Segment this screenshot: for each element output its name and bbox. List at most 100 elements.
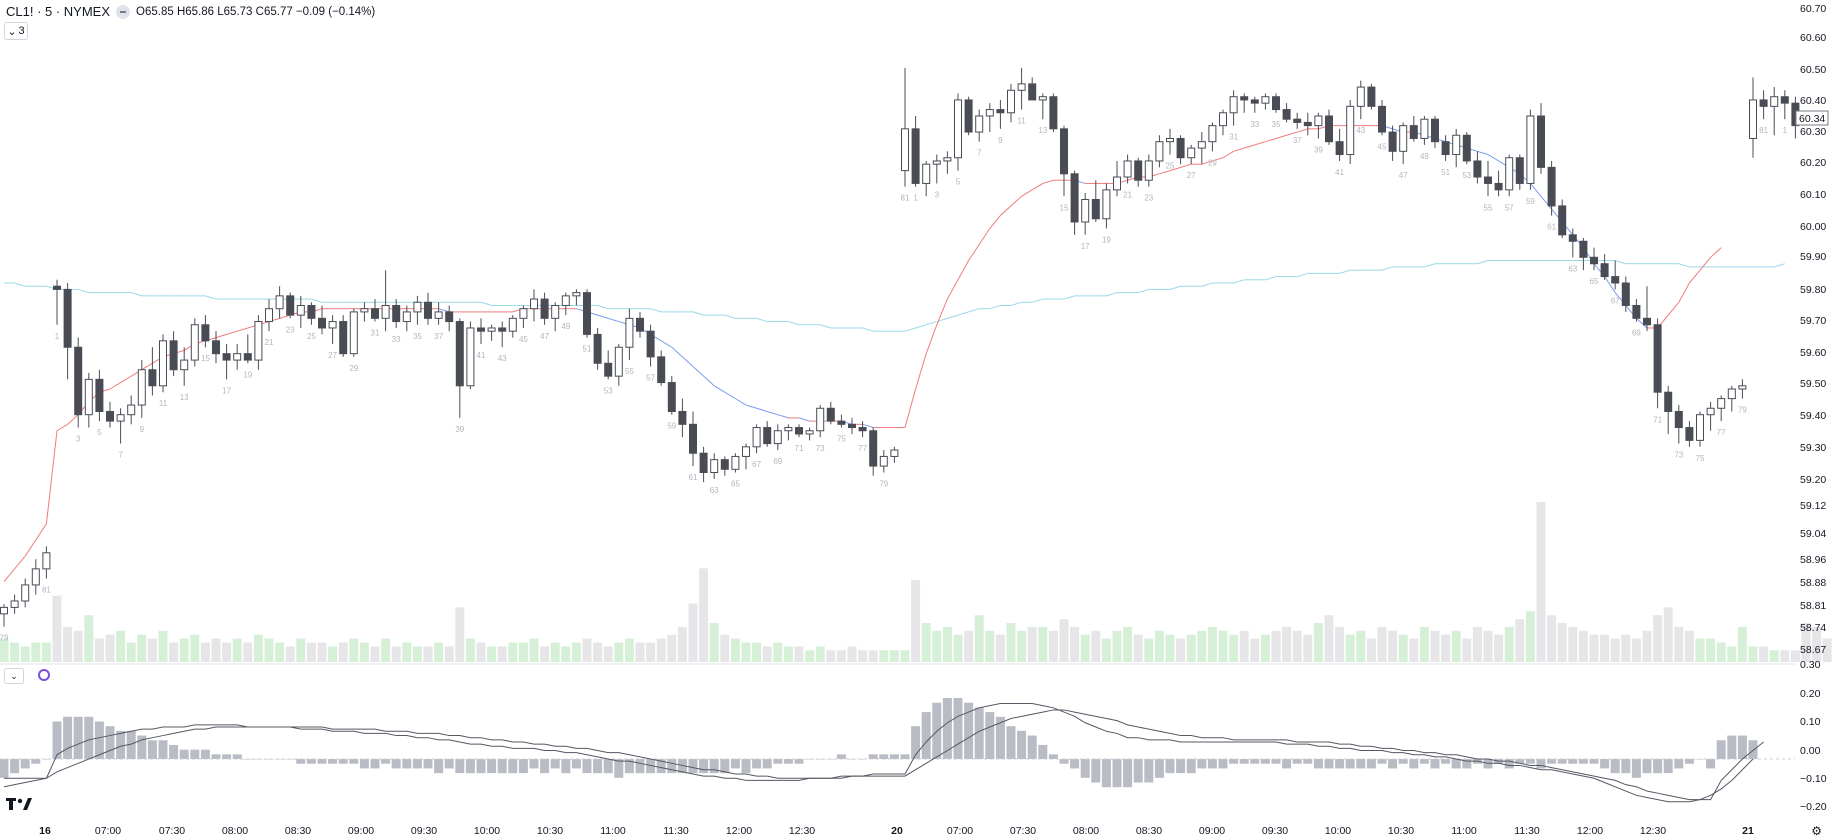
bar-count-label: 31 [371, 329, 380, 338]
candle-body [1505, 157, 1514, 191]
macd-pane-collapse-button[interactable]: ⌄ [4, 668, 24, 684]
bar-count-label: 65 [731, 480, 740, 489]
volume-bar [1271, 630, 1281, 662]
ma-fast-line [1265, 137, 1277, 143]
bar-count-label: 15 [201, 354, 210, 363]
macd-histogram-bar [879, 754, 889, 760]
bar-count-label: 45 [519, 335, 528, 344]
macd-histogram-bar [31, 759, 41, 764]
refresh-icon[interactable] [38, 669, 50, 681]
volume-bar [1621, 634, 1631, 662]
candle-body [540, 298, 549, 319]
candle-body [879, 455, 888, 467]
bar-count-label: 65 [1590, 277, 1599, 286]
candle-body [1070, 173, 1079, 223]
macd-histogram-bar [190, 749, 200, 760]
symbol-label[interactable]: CL1! · 5 · NYMEX [6, 4, 111, 19]
macd-histogram-bar [455, 759, 465, 774]
bar-count-label: 43 [1356, 126, 1365, 135]
indicators-collapse-button[interactable]: ⌄ 3 [4, 22, 28, 40]
volume-bar [1377, 626, 1387, 662]
candle-body [636, 317, 644, 332]
ma-slow-line [968, 308, 980, 313]
volume-bar [1229, 634, 1239, 662]
price-axis-label: 59.50 [1800, 378, 1826, 390]
ma-slow-line [480, 301, 492, 306]
gear-icon[interactable]: ⚙ [1811, 824, 1822, 838]
ma-slow-line [820, 324, 831, 329]
ma-slow-line [1233, 279, 1245, 284]
bar-count-label: 79 [0, 634, 9, 643]
market-status-icon[interactable] [116, 4, 131, 19]
macd-histogram-bar [900, 754, 910, 760]
macd-histogram-bar [709, 759, 719, 774]
macd-histogram-bar [20, 759, 30, 769]
candle-body [508, 317, 517, 332]
volume-bar [921, 622, 931, 662]
macd-signal-line [4, 709, 1754, 801]
volume-bar [1748, 646, 1758, 662]
ma-slow-line [1774, 263, 1785, 268]
macd-histogram-bar [1271, 759, 1281, 764]
ma-fast-line [438, 308, 450, 313]
candle-body [434, 311, 443, 319]
ma-slow-line [1477, 260, 1489, 265]
ma-slow-line [1169, 285, 1181, 290]
candle-body [1590, 256, 1598, 265]
candle-body [402, 311, 411, 323]
candle-body [1303, 121, 1312, 127]
ma-slow-line [1424, 263, 1436, 268]
tradingview-logo-icon[interactable] [6, 797, 32, 814]
ma-fast-line [1212, 157, 1224, 162]
candle-body [339, 321, 348, 355]
bar-count-label: 73 [816, 444, 825, 453]
volume-bar [1186, 634, 1196, 662]
candle-body [1176, 137, 1185, 159]
candle-body [784, 427, 793, 432]
macd-histogram-bar [1006, 726, 1016, 760]
volume-bar [1176, 638, 1186, 662]
ma-fast-line [957, 260, 970, 281]
bar-count-label: 35 [1272, 120, 1281, 129]
volume-bar [783, 646, 793, 662]
candle-body [1611, 276, 1620, 284]
price-axis-label: 58.96 [1800, 554, 1826, 566]
macd-histogram-bar [1282, 759, 1292, 769]
candle-body [1102, 189, 1111, 220]
ma-fast-line [1201, 160, 1213, 165]
macd-histogram-bar [688, 759, 698, 774]
ma-fast-line [1180, 163, 1192, 168]
macd-histogram-bar [1260, 759, 1270, 764]
candle-body [127, 404, 136, 416]
price-axis-label: 60.00 [1800, 221, 1826, 233]
macd-histogram-bar [1377, 759, 1387, 764]
ma-fast-line [660, 340, 673, 348]
ma-slow-line [862, 327, 874, 332]
macd-axis-label: 0.10 [1800, 716, 1821, 728]
candle-body [1409, 125, 1418, 139]
candle-body [95, 378, 104, 412]
volume-bar [1790, 650, 1800, 662]
macd-histogram-bar [1398, 759, 1408, 764]
price-axis-label: 60.70 [1800, 3, 1826, 15]
volume-bar [1303, 634, 1313, 662]
macd-histogram-bar [1229, 759, 1239, 764]
ma-fast-line [1244, 144, 1255, 149]
volume-bar [328, 646, 338, 662]
volume-bar [359, 642, 369, 662]
price-axis-label: 60.50 [1800, 64, 1826, 76]
macd-histogram-bar [529, 759, 539, 769]
macd-histogram-bar [137, 735, 147, 760]
volume-bar [169, 642, 179, 662]
volume-bar [603, 646, 613, 662]
bar-count-label: 27 [328, 351, 337, 360]
time-axis-label: 10:00 [474, 825, 500, 837]
volume-bar [1048, 630, 1058, 662]
volume-bar [1441, 634, 1451, 662]
macd-histogram-bar [1727, 735, 1737, 760]
candle-body [0, 606, 8, 615]
candle-body [148, 369, 157, 387]
ma-slow-line [1138, 288, 1149, 294]
macd-histogram-bar [1038, 744, 1048, 760]
